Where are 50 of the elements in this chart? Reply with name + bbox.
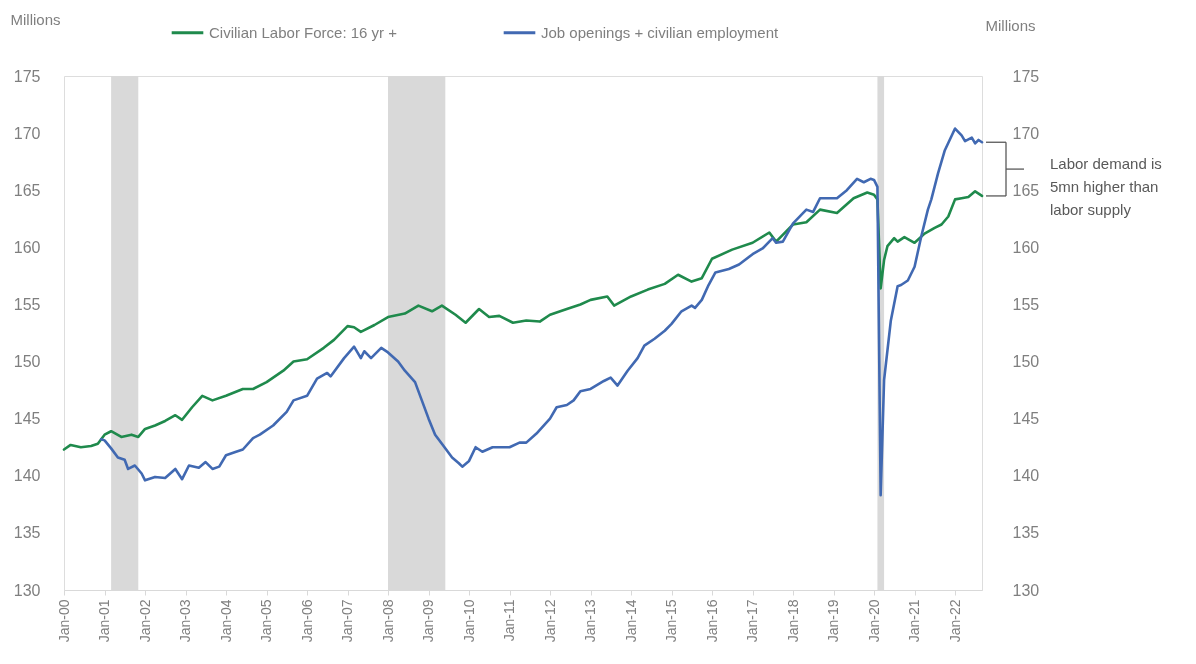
x-tick-label: Jan-21	[906, 599, 923, 643]
x-tick-label: Jan-19	[825, 599, 842, 643]
y2-axis-title: Millions	[985, 16, 1036, 34]
x-tick-label: Jan-22	[946, 599, 963, 643]
y-tick-label: 175	[13, 67, 41, 85]
y2-tick-label: 165	[1012, 181, 1040, 199]
x-tick-label: Jan-03	[177, 599, 194, 643]
x-tick-label: Jan-09	[420, 599, 437, 643]
line-series	[62, 190, 984, 451]
y2-tick-label: 150	[1012, 353, 1040, 371]
x-tick-label: Jan-18	[784, 599, 801, 643]
text: Labor demand is 5mn higher than labor supply	[1050, 155, 1162, 219]
y-tick-label: 150	[13, 353, 41, 371]
x-tick-label: Jan-07	[339, 599, 356, 643]
x-tick-label: Jan-15	[663, 599, 680, 643]
x-tick-label: Jan-13	[582, 599, 599, 643]
y2-tick-label: 135	[1012, 524, 1040, 542]
x-tick-label: Jan-20	[865, 599, 882, 643]
y-tick-label: 145	[13, 410, 41, 428]
y-tick-label: 170	[13, 124, 41, 142]
x-tick-label: Jan-01	[96, 599, 113, 643]
y2-tick-label: 145	[1012, 410, 1040, 428]
x-tick-label: Jan-05	[258, 599, 275, 643]
x-tick-label: Jan-04	[217, 599, 234, 643]
y2-tick-label: 130	[1012, 581, 1040, 599]
y-tick-label: 130	[13, 581, 41, 599]
x-tick-label: Jan-14	[622, 599, 639, 643]
y2-tick-label: 170	[1012, 124, 1040, 142]
x-tick-label: Jan-08	[379, 599, 396, 643]
x-tick-label: Jan-02	[136, 599, 153, 643]
y-tick-label: 160	[13, 238, 41, 256]
x-tick-label: Jan-16	[703, 599, 720, 643]
legend-label: Job openings + civilian employment	[541, 23, 780, 41]
x-tick-label: Jan-10	[460, 599, 477, 643]
y-axis-title: Millions	[10, 10, 61, 28]
x-tick-label: Jan-17	[744, 599, 761, 643]
x-tick-label: Jan-11	[501, 599, 518, 642]
y2-tick-label: 140	[1012, 467, 1040, 485]
y2-tick-label: 175	[1012, 67, 1040, 85]
y-tick-label: 140	[13, 467, 41, 485]
y-tick-label: 135	[13, 524, 41, 542]
y-tick-label: 165	[13, 181, 41, 199]
y-tick-label: 155	[13, 295, 41, 313]
y2-tick-label: 155	[1012, 295, 1040, 313]
line-series	[99, 127, 984, 497]
y2-tick-label: 160	[1012, 238, 1040, 256]
x-tick-label: Jan-12	[541, 599, 558, 643]
x-tick-label: Jan-06	[298, 599, 315, 643]
legend-label: Civilian Labor Force: 16 yr +	[209, 23, 398, 41]
x-tick-label: Jan-00	[55, 599, 72, 643]
